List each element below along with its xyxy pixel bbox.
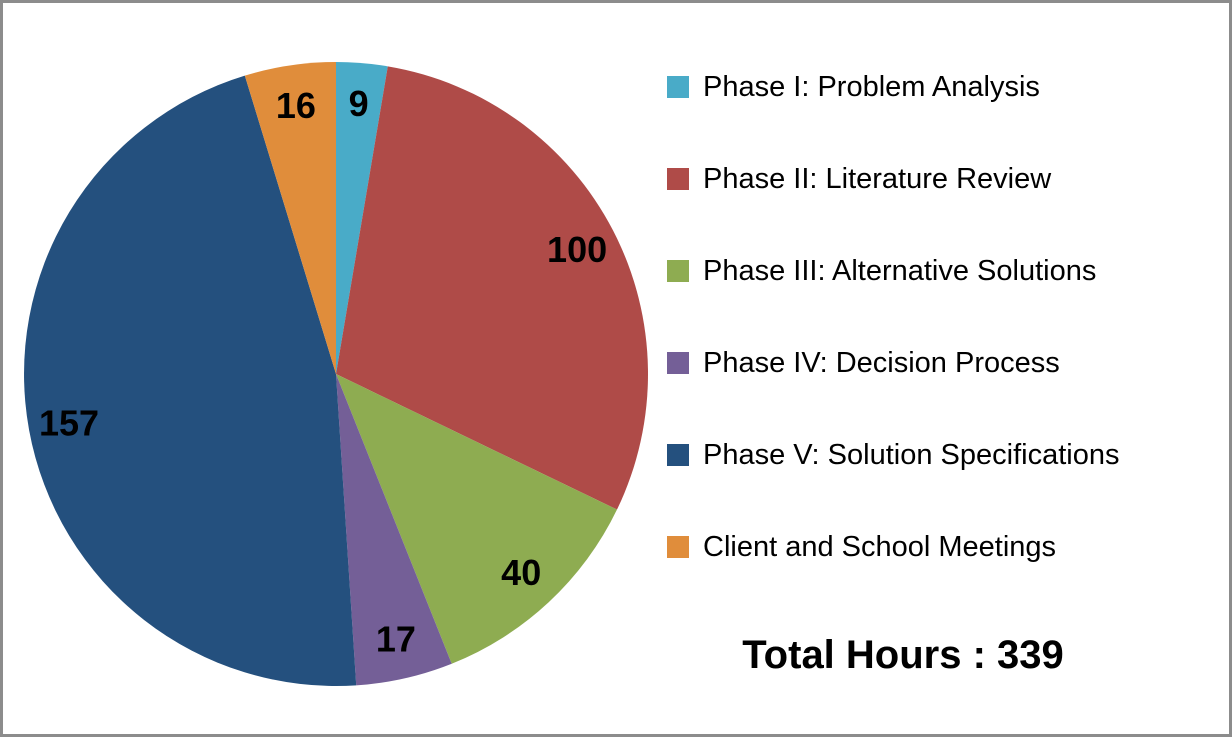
pie-slice-value-5: 157 bbox=[39, 402, 99, 443]
legend-item-5: Phase V: Solution Specifications bbox=[667, 433, 1119, 477]
pie-slice-value-4: 17 bbox=[376, 618, 416, 659]
legend-item-label: Client and School Meetings bbox=[703, 531, 1057, 563]
pie-chart: 9 100 40 17 157 16 bbox=[24, 62, 648, 686]
legend-item-label: Phase V: Solution Specifications bbox=[703, 439, 1120, 471]
pie-slice-6 bbox=[244, 62, 336, 374]
legend-item-4: Phase IV: Decision Process bbox=[667, 341, 1119, 385]
pie-slice-1 bbox=[336, 62, 388, 374]
legend-item-2: Phase II: Literature Review bbox=[667, 157, 1119, 201]
pie-slice-value-6: 16 bbox=[276, 85, 316, 126]
pie-slice-value-2: 100 bbox=[547, 229, 607, 270]
legend-item-label: Phase III: Alternative Solutions bbox=[703, 255, 1097, 287]
legend-swatch-icon bbox=[667, 260, 689, 282]
legend-item-label: Phase I: Problem Analysis bbox=[703, 71, 1040, 103]
pie-slice-5 bbox=[24, 75, 357, 686]
legend-item-label: Phase II: Literature Review bbox=[703, 163, 1052, 195]
legend: Phase I: Problem Analysis Phase II: Liter… bbox=[667, 65, 1119, 617]
legend-swatch-icon bbox=[667, 444, 689, 466]
legend-item-1: Phase I: Problem Analysis bbox=[667, 65, 1119, 109]
legend-swatch-icon bbox=[667, 76, 689, 98]
pie-slice-value-3: 40 bbox=[501, 552, 541, 593]
legend-swatch-icon bbox=[667, 352, 689, 374]
legend-item-3: Phase III: Alternative Solutions bbox=[667, 249, 1119, 293]
legend-swatch-icon bbox=[667, 536, 689, 558]
pie-slice-3 bbox=[336, 374, 618, 664]
pie-slice-value-1: 9 bbox=[349, 83, 369, 124]
total-hours-label: Total Hours : 339 bbox=[742, 633, 1064, 677]
pie-slice-2 bbox=[336, 66, 648, 510]
legend-item-label: Phase IV: Decision Process bbox=[703, 347, 1060, 379]
pie-slice-4 bbox=[336, 374, 452, 686]
legend-item-6: Client and School Meetings bbox=[667, 525, 1119, 569]
legend-swatch-icon bbox=[667, 168, 689, 190]
